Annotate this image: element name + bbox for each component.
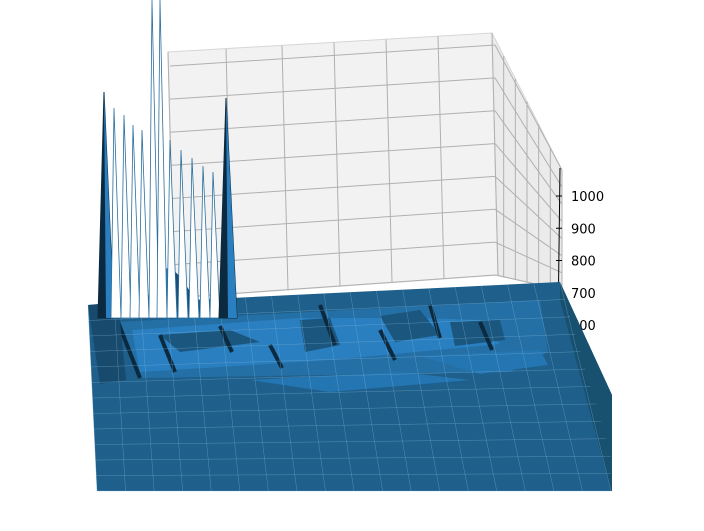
surface-left-wall: [88, 302, 126, 384]
mesh-line: [91, 368, 586, 383]
surface-plateau: [250, 372, 470, 392]
z-tick-label-800: 800: [571, 255, 596, 270]
grid-line: [437, 36, 445, 279]
grid-line: [494, 176, 563, 239]
mesh-line: [90, 351, 581, 368]
grid-line: [169, 110, 496, 133]
spike-4: [129, 124, 141, 319]
grid-line: [281, 45, 289, 291]
surface-ridge: [268, 344, 284, 369]
spike-8: [166, 139, 178, 319]
grid-line: [494, 110, 563, 205]
grid-line: [385, 39, 393, 283]
surface-plateau: [160, 330, 260, 352]
spike-10: [188, 157, 200, 319]
mesh-line: [89, 316, 571, 337]
mesh-line: [93, 421, 601, 430]
grid-line: [169, 44, 496, 67]
z-tick-label-900: 900: [571, 222, 596, 237]
spike-3: [120, 114, 132, 319]
grid-line: [494, 77, 563, 188]
spike-9: [177, 149, 189, 319]
spike-6: [148, 0, 160, 319]
surface-plateau: [420, 350, 548, 374]
spike-12: [209, 171, 221, 319]
surface-ridge: [218, 325, 234, 353]
z-tick-label-1000: 1000: [571, 190, 604, 205]
surface-ridge: [158, 334, 177, 373]
spikes: [97, 0, 238, 319]
mesh-line: [93, 403, 596, 414]
grid-line: [494, 44, 563, 171]
surface-ridge: [428, 304, 442, 339]
grid-line: [169, 77, 496, 100]
grid-line: [333, 42, 341, 287]
grid-line: [494, 208, 563, 257]
surface-ridge: [378, 329, 397, 361]
surface-ridge: [478, 321, 494, 351]
surface-ridge: [318, 304, 337, 346]
spike-11: [199, 165, 211, 319]
spike-13-face: [226, 98, 237, 318]
surface-plateau: [380, 310, 440, 342]
spike-2: [110, 107, 122, 319]
mesh-line: [95, 455, 612, 461]
grid-line: [494, 143, 563, 222]
mesh-line: [92, 386, 591, 399]
mesh-line: [94, 438, 606, 445]
surface-mesh: [87, 281, 612, 492]
surface-features: [88, 300, 548, 392]
pane-grid: [167, 32, 563, 299]
grid-line: [494, 241, 563, 274]
spike-5: [138, 129, 150, 319]
surface-plateau: [450, 320, 505, 346]
mesh-line: [96, 473, 612, 476]
spike-7: [156, 0, 168, 319]
mesh-line: [90, 334, 576, 352]
grid-line: [491, 32, 499, 276]
z-tick-label-700: 700: [571, 287, 596, 302]
